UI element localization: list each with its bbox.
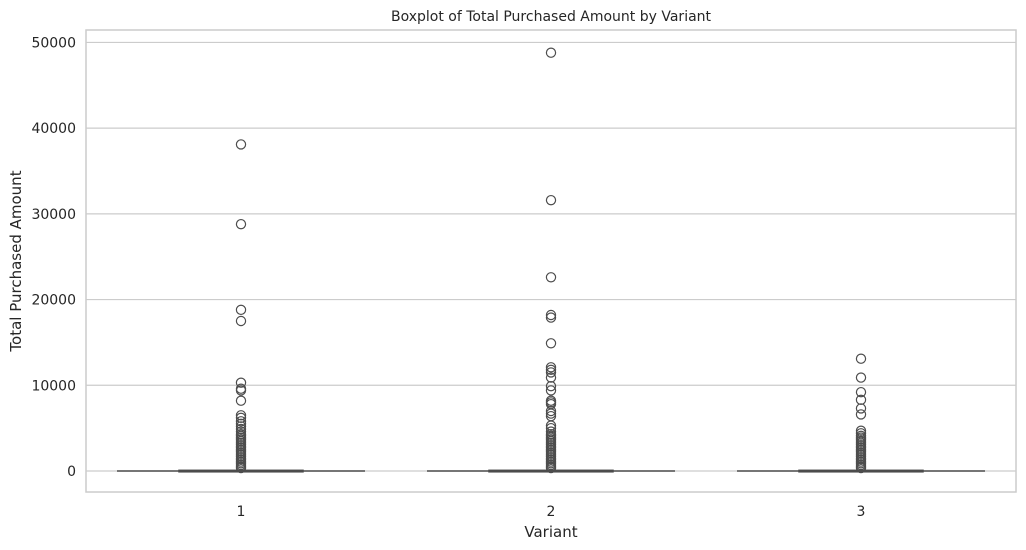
y-tick-label: 10000 [31,378,76,394]
y-axis-label: Total Purchased Amount [7,170,25,352]
outlier-point [235,410,247,421]
y-tick-label: 0 [67,464,76,480]
outlier-point [545,272,557,283]
outlier-point [545,47,557,58]
y-tick-label: 40000 [31,121,76,137]
tick-labels: 0 10000 20000 30000 40000 50000 1 2 3 [31,35,865,520]
outlier-point [545,385,557,396]
outlier-point [855,394,867,406]
outlier-point [545,312,557,323]
outlier-point [545,367,557,378]
outlier-point [235,139,247,150]
outlier-point [855,353,867,364]
outlier-point [545,420,557,431]
axes-spines [85,29,1017,493]
outlier-point [545,338,557,349]
outlier-point [545,462,557,474]
outlier-point [235,218,247,230]
outlier-point [235,377,247,388]
outlier-point [545,364,557,376]
outlier-point [545,372,557,383]
outlier-point [545,408,557,419]
outlier-point [235,412,247,424]
plot-frame [85,29,1017,493]
outlier-point [545,380,557,392]
outlier-point [545,405,557,417]
x-axis-label: Variant [524,523,577,541]
outlier-point [235,385,247,396]
x-tick-label: 2 [547,504,556,520]
outlier-point [235,315,247,327]
outlier-point [855,386,867,398]
chart-title: Boxplot of Total Purchased Amount by Var… [391,9,712,25]
outlier-point [545,362,557,373]
outlier-point [235,304,247,316]
outlier-point [235,418,247,430]
outlier-point [235,462,247,474]
outlier-point [545,309,557,321]
outlier-point [855,425,867,436]
outliers [235,47,867,474]
y-tick-label: 50000 [31,35,76,51]
y-tick-label: 20000 [31,293,76,309]
x-tick-label: 1 [237,504,246,520]
y-tick-label: 30000 [31,207,76,223]
outlier-point [855,372,867,383]
outlier-point [235,395,247,406]
outlier-point [855,403,867,414]
outlier-point [855,462,867,474]
outlier-point [545,194,557,206]
outlier-point [855,409,867,420]
outlier-point [235,416,247,427]
outlier-point [235,423,247,435]
x-tick-label: 3 [857,504,866,520]
